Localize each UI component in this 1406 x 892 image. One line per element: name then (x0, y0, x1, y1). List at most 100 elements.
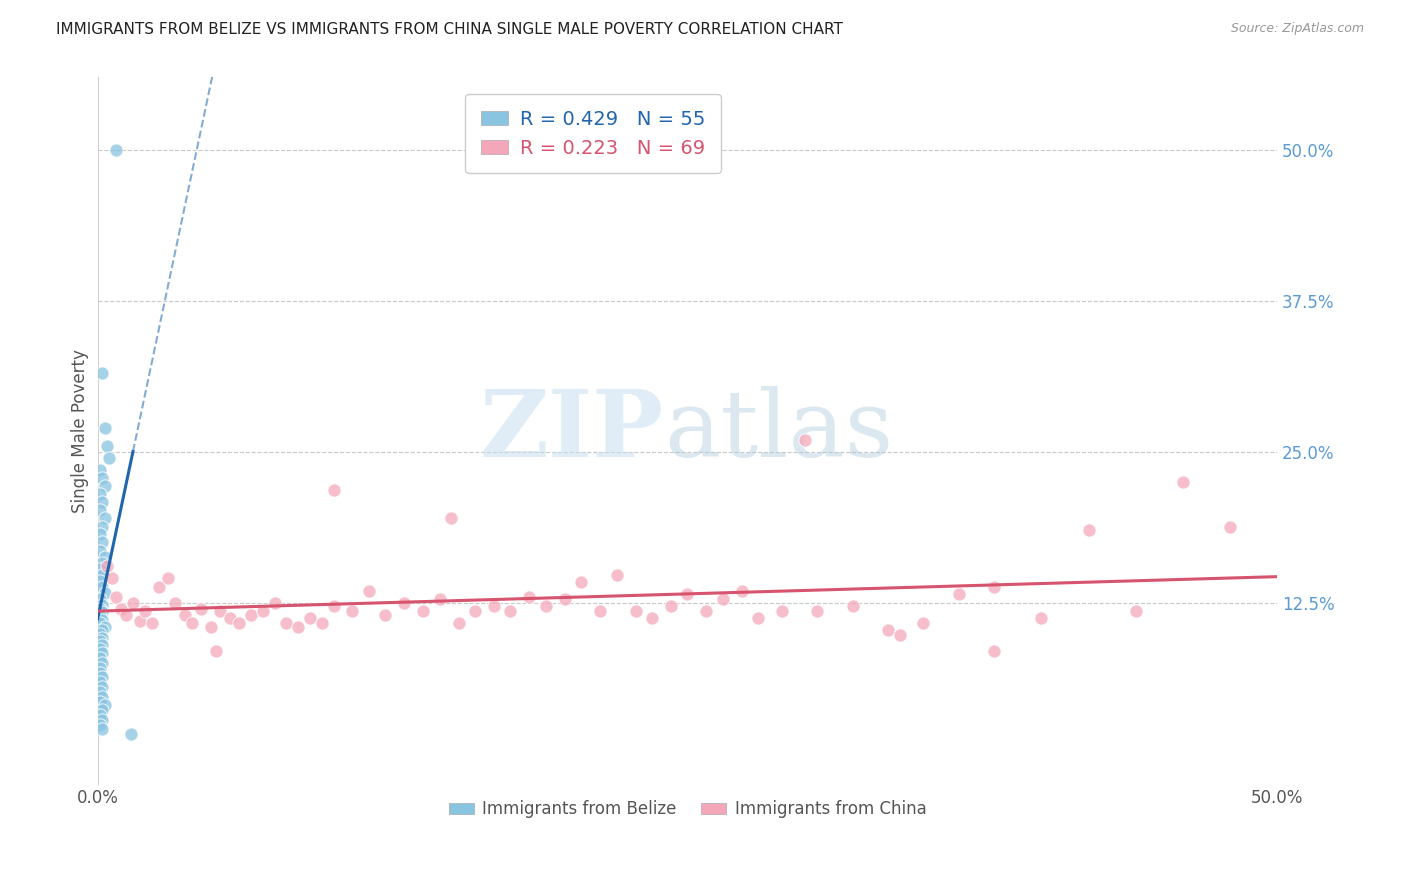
Point (1125, 604, 1147, 618)
Point (190, 601, 212, 615)
Point (91, 624, 114, 638)
Point (659, 599, 682, 614)
Point (731, 583, 754, 598)
Point (1219, 519, 1241, 533)
Point (93, 620, 115, 634)
Point (157, 572, 180, 586)
Point (93, 586, 115, 600)
Point (91, 495, 114, 509)
Point (440, 511, 463, 525)
Point (89, 502, 111, 516)
Point (129, 614, 152, 628)
Point (747, 611, 769, 625)
Point (134, 604, 156, 618)
Point (91, 680, 114, 694)
Point (624, 604, 647, 618)
Point (91, 631, 114, 645)
Legend: Immigrants from Belize, Immigrants from China: Immigrants from Belize, Immigrants from … (441, 794, 934, 825)
Point (263, 596, 285, 610)
Point (89, 601, 111, 615)
Point (447, 616, 470, 631)
Point (89, 562, 111, 576)
Point (298, 611, 321, 625)
Point (889, 628, 911, 642)
Point (89, 665, 111, 680)
Text: atlas: atlas (664, 385, 893, 475)
Point (877, 624, 900, 638)
Point (91, 638, 114, 652)
Point (91, 366, 114, 380)
Point (96, 559, 118, 574)
Point (93, 478, 115, 492)
Point (983, 644, 1005, 658)
Point (100, 572, 122, 586)
Point (499, 604, 522, 618)
Point (91, 671, 114, 685)
Point (110, 601, 132, 615)
Point (912, 616, 935, 631)
Point (89, 526, 111, 541)
Point (676, 587, 699, 601)
Point (122, 596, 145, 610)
Point (806, 604, 828, 618)
Point (357, 583, 380, 598)
Point (606, 567, 628, 582)
Point (200, 620, 222, 634)
Point (1077, 523, 1099, 537)
Point (641, 611, 664, 625)
Point (89, 661, 111, 675)
Point (464, 604, 486, 618)
Point (93, 511, 115, 525)
Point (96, 439, 118, 453)
Point (695, 604, 717, 618)
Point (218, 611, 240, 625)
Point (91, 703, 114, 717)
Point (948, 587, 970, 601)
Point (394, 596, 416, 610)
Point (517, 590, 540, 604)
Point (120, 727, 142, 741)
Point (89, 651, 111, 665)
Point (89, 685, 111, 699)
Point (89, 592, 111, 607)
Point (342, 604, 364, 618)
Point (105, 590, 128, 604)
Point (89, 695, 111, 709)
Point (89, 574, 111, 588)
Point (89, 634, 111, 648)
Point (209, 604, 232, 618)
Point (569, 575, 592, 590)
Point (93, 420, 115, 434)
Point (91, 646, 114, 660)
Point (91, 471, 114, 485)
Point (841, 599, 863, 614)
Point (89, 717, 111, 731)
Point (165, 596, 187, 610)
Point (91, 713, 114, 727)
Point (115, 607, 138, 622)
Point (322, 599, 344, 614)
Point (770, 604, 793, 618)
Point (711, 592, 734, 607)
Y-axis label: Single Male Poverty: Single Male Poverty (72, 349, 89, 513)
Point (91, 598, 114, 612)
Point (794, 433, 817, 447)
Point (89, 675, 111, 690)
Point (89, 608, 111, 623)
Point (91, 535, 114, 549)
Point (204, 644, 226, 658)
Point (429, 592, 451, 607)
Point (482, 599, 505, 614)
Point (534, 599, 557, 614)
Point (276, 616, 298, 631)
Point (239, 607, 262, 622)
Point (252, 604, 274, 618)
Point (89, 641, 111, 656)
Point (554, 592, 576, 607)
Point (311, 616, 333, 631)
Point (91, 656, 114, 670)
Point (93, 549, 115, 564)
Point (91, 580, 114, 594)
Point (91, 690, 114, 704)
Point (1031, 611, 1053, 625)
